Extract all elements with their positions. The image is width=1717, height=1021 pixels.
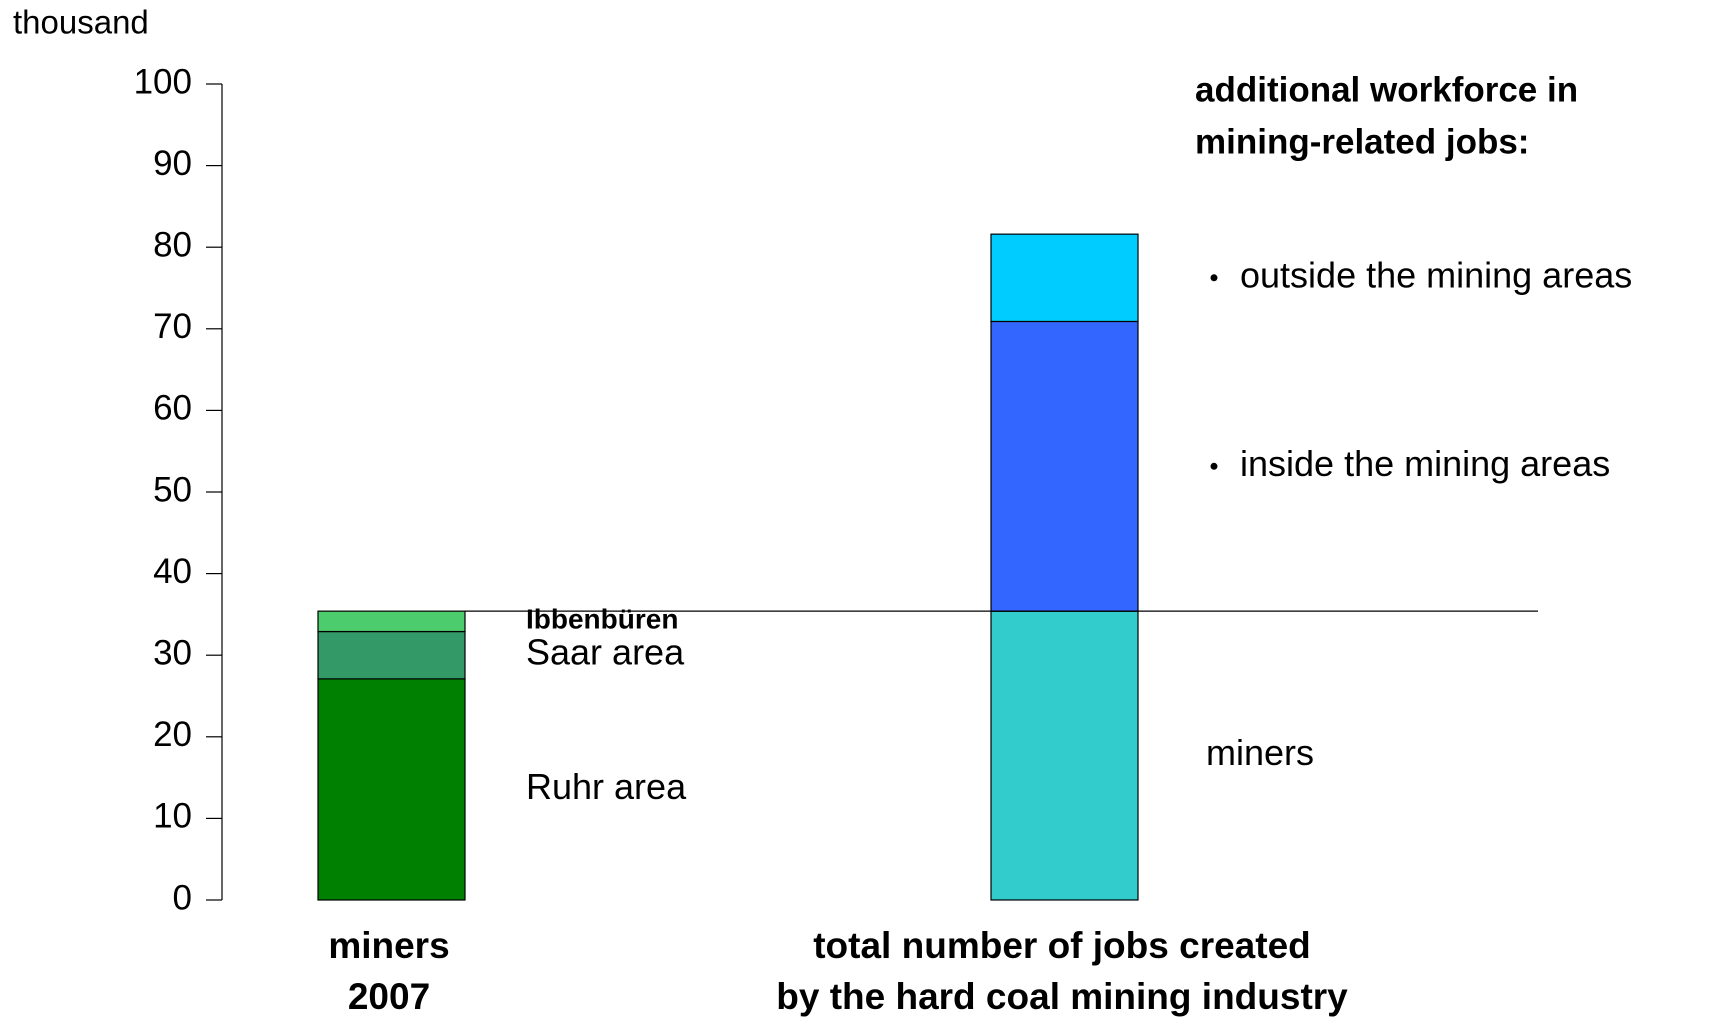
x-tick-label-line: total number of jobs created	[813, 925, 1311, 966]
bullet	[1210, 274, 1218, 282]
series-label: Ruhr area	[526, 766, 687, 807]
y-tick-label: 70	[153, 307, 192, 346]
x-tick-label: total number of jobs created by the hard …	[776, 925, 1348, 1017]
y-tick-label: 10	[153, 797, 192, 836]
x-tick-label-line: by the hard coal mining industry	[776, 976, 1348, 1017]
bar-segment	[317, 678, 466, 901]
series-label: Ibbenbüren	[526, 604, 678, 635]
x-tick-label-line: 2007	[348, 976, 430, 1017]
series-label: miners	[1206, 732, 1314, 773]
unit-label: thousand	[13, 4, 149, 41]
bar-segment	[990, 320, 1139, 612]
y-tick-label: 30	[153, 633, 192, 672]
bar-segment	[317, 630, 466, 680]
y-tick-label: 100	[134, 62, 192, 101]
annotation: mining-related jobs:	[1195, 122, 1529, 161]
y-tick-label: 20	[153, 715, 192, 754]
y-tick-label: 50	[153, 470, 192, 509]
series-label: Saar area	[526, 632, 685, 673]
series-label: inside the mining areas	[1240, 443, 1610, 484]
y-tick-label: 80	[153, 225, 192, 264]
bullet	[1210, 462, 1218, 470]
y-tick-label: 0	[173, 878, 192, 917]
annotation: additional workforce in	[1195, 70, 1578, 109]
y-tick-label: 60	[153, 389, 192, 428]
series-label: outside the mining areas	[1240, 254, 1632, 295]
bar-segment	[990, 233, 1139, 323]
y-tick-label: 40	[153, 552, 192, 591]
x-tick-label: miners 2007	[328, 925, 449, 1017]
x-tick-label-line: miners	[328, 925, 449, 966]
bar-segment	[990, 610, 1139, 901]
bar-segment	[317, 610, 466, 633]
y-tick-label: 90	[153, 144, 192, 183]
